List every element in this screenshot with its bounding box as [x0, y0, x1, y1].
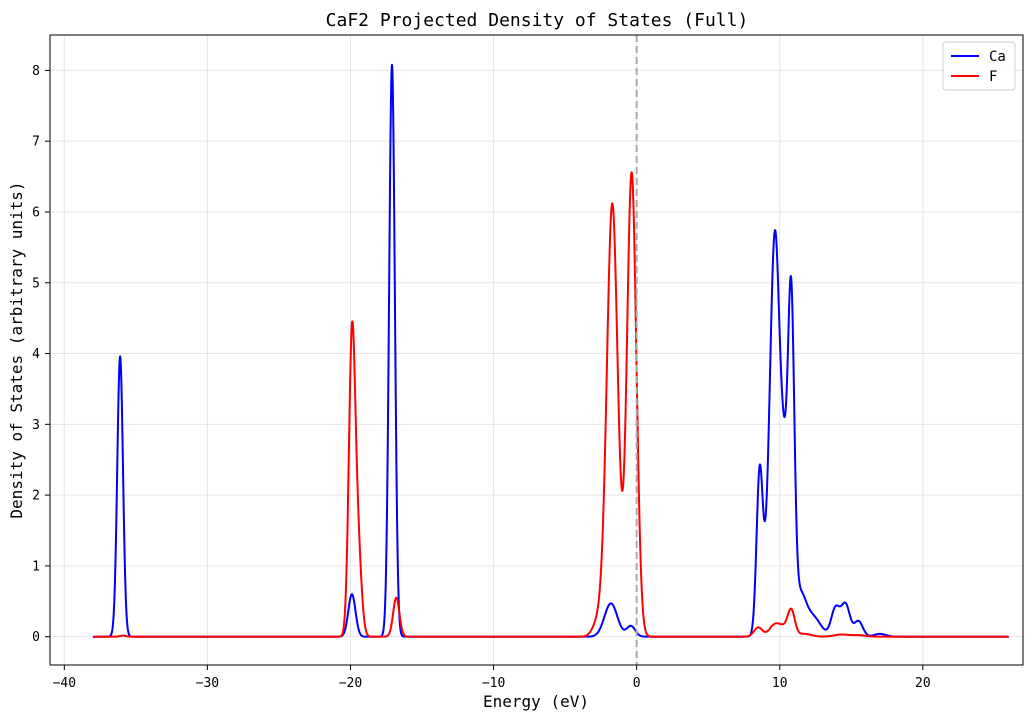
plot-frame — [49, 34, 1024, 666]
legend-label-ca: Ca — [989, 49, 1006, 65]
x-tick-label: 0 — [633, 676, 641, 691]
legend: Ca F — [942, 41, 1016, 91]
y-tick-label: 5 — [32, 276, 40, 291]
y-tick-label: 6 — [32, 205, 40, 220]
x-tick-label: −10 — [482, 676, 505, 691]
chart-title: CaF2 Projected Density of States (Full) — [326, 10, 749, 31]
y-tick-label: 0 — [32, 630, 40, 645]
x-axis-title: Energy (eV) — [483, 692, 589, 711]
x-tick-label: 20 — [915, 676, 931, 691]
y-axis-title: Density of States (arbitrary units) — [7, 181, 26, 518]
y-tick-label: 3 — [32, 418, 40, 433]
x-tick-label: 10 — [772, 676, 788, 691]
legend-box — [942, 41, 1016, 91]
y-tick-label: 1 — [32, 559, 40, 574]
y-tick-label: 4 — [32, 347, 40, 362]
y-tick-label: 7 — [32, 135, 40, 150]
legend-label-f: F — [989, 69, 997, 85]
y-tick-label: 2 — [32, 489, 40, 504]
x-tick-label: −30 — [196, 676, 219, 691]
series-line-f — [92, 171, 1010, 638]
plot-area — [92, 35, 1010, 665]
x-tick-label: −40 — [53, 676, 76, 691]
x-tick-label: −20 — [339, 676, 362, 691]
y-tick-label: 8 — [32, 64, 40, 79]
axis-ticks: −40 −30 −20 −10 0 10 20 0 1 2 3 4 5 6 7 8 — [32, 64, 930, 691]
